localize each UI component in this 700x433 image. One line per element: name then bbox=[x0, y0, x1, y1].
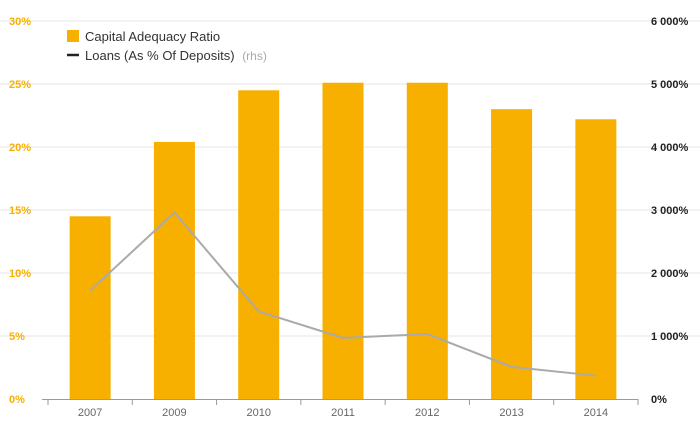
y-left-tick-label: 30% bbox=[9, 16, 31, 28]
y-right-tick-label: 2 000% bbox=[651, 268, 689, 280]
y-left-tick-label: 25% bbox=[9, 79, 31, 91]
x-tick-label: 2009 bbox=[162, 407, 186, 419]
y-right-tick-label: 1 000% bbox=[651, 331, 689, 343]
y-left-tick-label: 15% bbox=[9, 205, 31, 217]
y-right-tick-label: 3 000% bbox=[651, 205, 689, 217]
legend-label-loans-name: Loans (As % Of Deposits) bbox=[85, 48, 235, 63]
bar bbox=[69, 216, 111, 399]
y-left-tick-label: 0% bbox=[9, 394, 25, 406]
x-tick-label: 2012 bbox=[415, 407, 439, 419]
bar bbox=[238, 90, 280, 400]
line-series bbox=[89, 211, 596, 377]
y-left-tick-label: 20% bbox=[9, 142, 31, 154]
y-right-tick-label: 5 000% bbox=[651, 79, 689, 91]
x-tick-label: 2013 bbox=[499, 407, 523, 419]
axes: 0% 0% 5% 1 000% 10% 2 000% 15% 3 000% 20% 4 000% 2… bbox=[9, 16, 689, 419]
y-left-tick-label: 5% bbox=[9, 331, 25, 343]
bar bbox=[153, 141, 195, 399]
y-right-tick-label: 6 000% bbox=[651, 16, 689, 28]
x-tick-label: 2014 bbox=[584, 407, 608, 419]
legend-label-loans-suffix: (rhs) bbox=[242, 49, 267, 63]
bar bbox=[322, 82, 364, 400]
x-tick-label: 2010 bbox=[246, 407, 270, 419]
bar bbox=[575, 119, 617, 399]
legend-label-loans: Loans (As % Of Deposits) (rhs) bbox=[85, 48, 267, 63]
bar-series bbox=[69, 82, 617, 400]
bar bbox=[406, 82, 448, 400]
bar bbox=[491, 109, 533, 399]
legend-label-capital-adequacy: Capital Adequacy Ratio bbox=[85, 29, 220, 44]
y-right-tick-label: 4 000% bbox=[651, 142, 689, 154]
x-tick-label: 2011 bbox=[331, 407, 355, 419]
y-left-tick-label: 10% bbox=[9, 268, 31, 280]
y-right-tick-label: 0% bbox=[651, 394, 667, 406]
legend-swatch-capital-adequacy bbox=[67, 30, 79, 42]
x-tick-label: 2007 bbox=[78, 407, 102, 419]
legend: Capital Adequacy Ratio Loans (As % Of De… bbox=[67, 29, 267, 63]
